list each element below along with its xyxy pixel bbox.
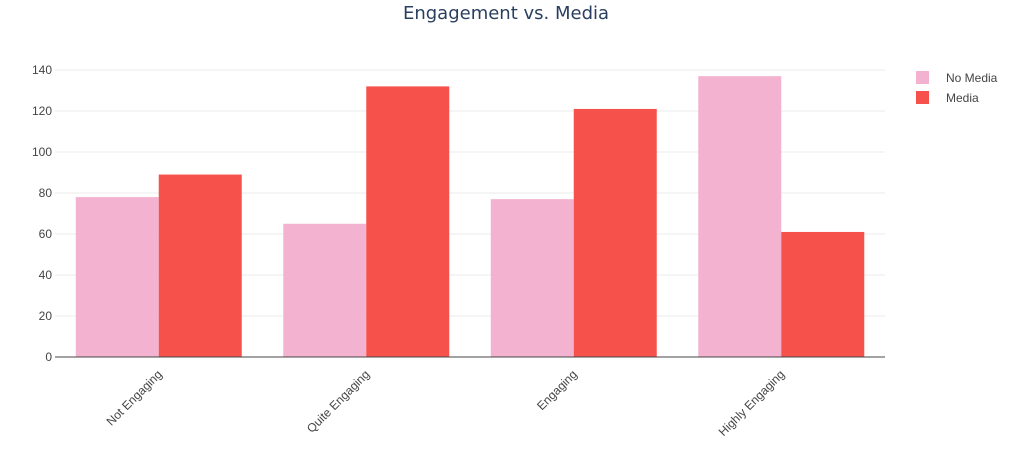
y-axis: 0 20 40 60 80 100 120 140 [32, 63, 52, 364]
bar-media[interactable] [781, 231, 865, 357]
legend: No Media Media [916, 71, 998, 105]
chart-title: Engagement vs. Media [403, 3, 609, 24]
bar-no-media[interactable] [75, 197, 159, 357]
bar-no-media[interactable] [698, 76, 782, 358]
bar-media[interactable] [573, 108, 657, 357]
y-tick-label: 120 [32, 104, 52, 118]
y-tick-label: 140 [32, 63, 52, 77]
bar-media[interactable] [158, 174, 242, 357]
x-axis: Not Engaging Quite Engaging Engaging Highly… [104, 367, 788, 439]
bars [75, 76, 865, 358]
bar-no-media[interactable] [283, 223, 367, 357]
legend-label-no-media: No Media [946, 71, 998, 85]
x-tick-label: Quite Engaging [304, 367, 372, 435]
legend-swatch-no-media [916, 71, 929, 84]
y-tick-label: 20 [39, 309, 53, 323]
legend-label-media: Media [946, 91, 979, 105]
y-tick-label: 0 [45, 350, 52, 364]
legend-item-no-media[interactable]: No Media [916, 71, 998, 85]
y-tick-label: 80 [39, 186, 53, 200]
x-tick-label: Highly Engaging [716, 367, 788, 439]
y-tick-label: 40 [39, 268, 53, 282]
bar-media[interactable] [366, 86, 450, 358]
y-tick-label: 100 [32, 145, 52, 159]
x-tick-label: Not Engaging [104, 367, 165, 428]
legend-swatch-media [916, 91, 929, 104]
x-tick-label: Engaging [534, 367, 580, 413]
y-tick-label: 60 [39, 227, 53, 241]
bar-no-media[interactable] [490, 199, 574, 357]
legend-item-media[interactable]: Media [916, 91, 979, 105]
